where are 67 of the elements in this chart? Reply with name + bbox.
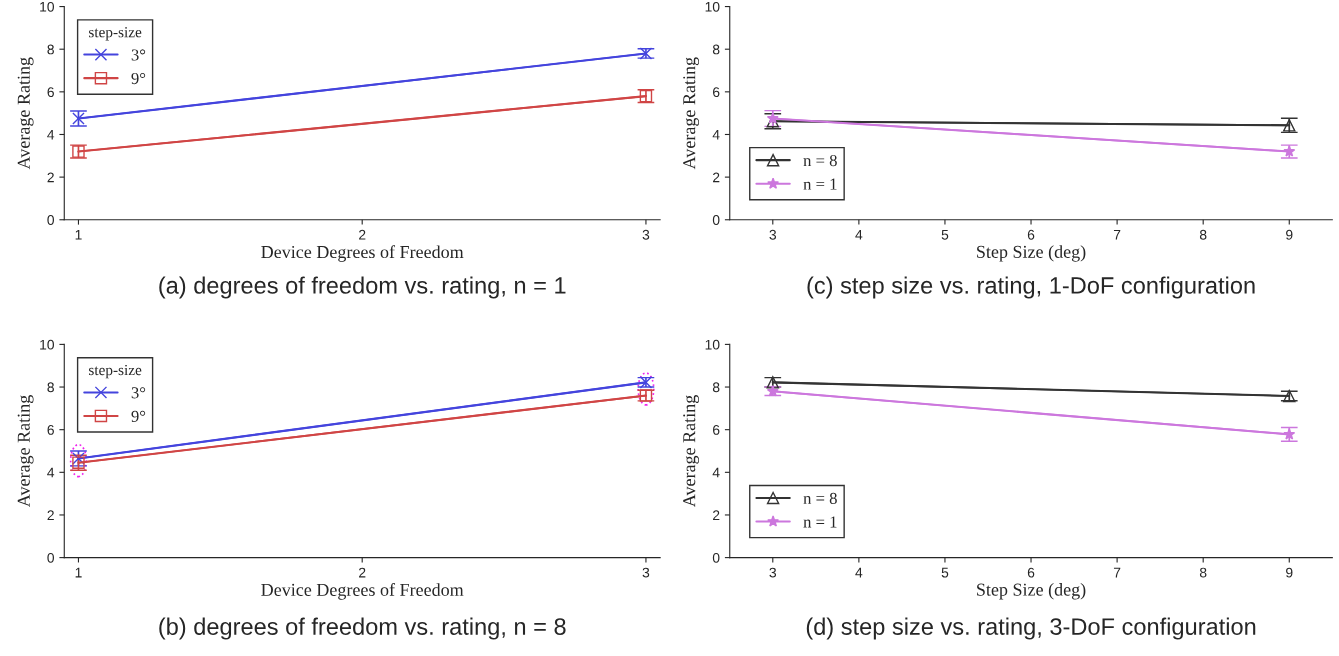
y-tick-label: 0 bbox=[47, 215, 55, 225]
text: (d) step size vs. rating, 3-DoF configuration bbox=[806, 617, 1256, 640]
y-tick-label: 8 bbox=[712, 382, 720, 393]
x-tick-label: 8 bbox=[1199, 229, 1207, 240]
y-tick-label: 8 bbox=[712, 44, 720, 55]
y-tick-label: 10 bbox=[40, 339, 55, 350]
y-tick-label: 4 bbox=[712, 129, 720, 140]
y-tick-label: 0 bbox=[712, 552, 720, 563]
x-axis-title: Device Degrees of Freedom bbox=[261, 245, 464, 262]
y-tick-label: 8 bbox=[47, 382, 54, 393]
x-tick-label: 6 bbox=[1027, 567, 1035, 578]
legend-label: 3° bbox=[131, 49, 146, 61]
point bbox=[766, 112, 779, 124]
text: (b) degrees of freedom vs. rating, n = 8 bbox=[159, 617, 566, 640]
legend-label: 9° bbox=[131, 410, 146, 422]
x-tick-label: 3 bbox=[642, 229, 650, 240]
y-axis-title: Average Rating bbox=[17, 57, 34, 170]
y-tick-label: 6 bbox=[47, 425, 54, 435]
legend-title: step-size bbox=[89, 27, 142, 41]
x-tick-label: 3 bbox=[642, 567, 650, 578]
x-tick-label: 9 bbox=[1286, 229, 1293, 240]
legend-label: n = 8 bbox=[803, 154, 837, 167]
y-tick-label: 6 bbox=[47, 87, 54, 98]
x-tick-label: 2 bbox=[359, 567, 366, 578]
x-tick-label: 4 bbox=[855, 229, 863, 240]
y-axis-title: Average Rating bbox=[683, 57, 700, 170]
y-tick-label: 10 bbox=[705, 1, 720, 12]
y-tick-label: 2 bbox=[47, 172, 54, 183]
x-tick-label: 1 bbox=[75, 229, 82, 240]
legend-label: 3° bbox=[131, 387, 146, 399]
legend-label: n = 1 bbox=[803, 516, 837, 528]
x-tick-label: 7 bbox=[1113, 567, 1121, 578]
y-tick-label: 4 bbox=[712, 467, 720, 478]
text: (c) step size vs. rating, 1-DoF configuration bbox=[807, 276, 1255, 299]
x-tick-label: 2 bbox=[359, 229, 366, 240]
y-tick-label: 0 bbox=[712, 215, 720, 225]
y-tick-label: 6 bbox=[713, 425, 720, 435]
x-axis-title: Device Degrees of Freedom bbox=[261, 583, 464, 600]
x-tick-label: 5 bbox=[941, 229, 949, 240]
y-tick-label: 2 bbox=[713, 172, 720, 183]
y-tick-label: 6 bbox=[713, 87, 720, 98]
legend-label: n = 1 bbox=[803, 178, 837, 190]
x-tick-label: 3 bbox=[769, 229, 777, 240]
x-tick-label: 6 bbox=[1027, 229, 1035, 240]
y-tick-label: 4 bbox=[47, 467, 55, 478]
legend-label: 9° bbox=[131, 72, 146, 85]
x-tick-label: 9 bbox=[1286, 567, 1293, 578]
y-tick-label: 4 bbox=[47, 129, 55, 140]
y-tick-label: 2 bbox=[713, 510, 720, 520]
y-tick-label: 10 bbox=[40, 1, 55, 12]
text: (a) degrees of freedom vs. rating, n = 1 bbox=[159, 276, 566, 299]
x-tick-label: 7 bbox=[1113, 229, 1121, 240]
x-tick-label: 3 bbox=[769, 567, 777, 578]
x-tick-label: 5 bbox=[941, 567, 949, 578]
legend-title: step-size bbox=[89, 364, 142, 379]
x-axis-title: Step Size (deg) bbox=[977, 245, 1086, 262]
y-axis-title: Average Rating bbox=[683, 395, 700, 508]
y-tick-label: 8 bbox=[47, 44, 54, 55]
x-tick-label: 1 bbox=[75, 567, 82, 578]
y-axis-title: Average Rating bbox=[17, 395, 34, 508]
x-tick-label: 8 bbox=[1199, 567, 1207, 578]
y-tick-label: 10 bbox=[705, 339, 720, 350]
x-tick-label: 4 bbox=[855, 567, 863, 578]
y-tick-label: 2 bbox=[47, 510, 54, 520]
x-axis-title: Step Size (deg) bbox=[977, 583, 1086, 600]
y-tick-label: 0 bbox=[47, 552, 55, 563]
legend-label: n = 8 bbox=[803, 492, 837, 504]
